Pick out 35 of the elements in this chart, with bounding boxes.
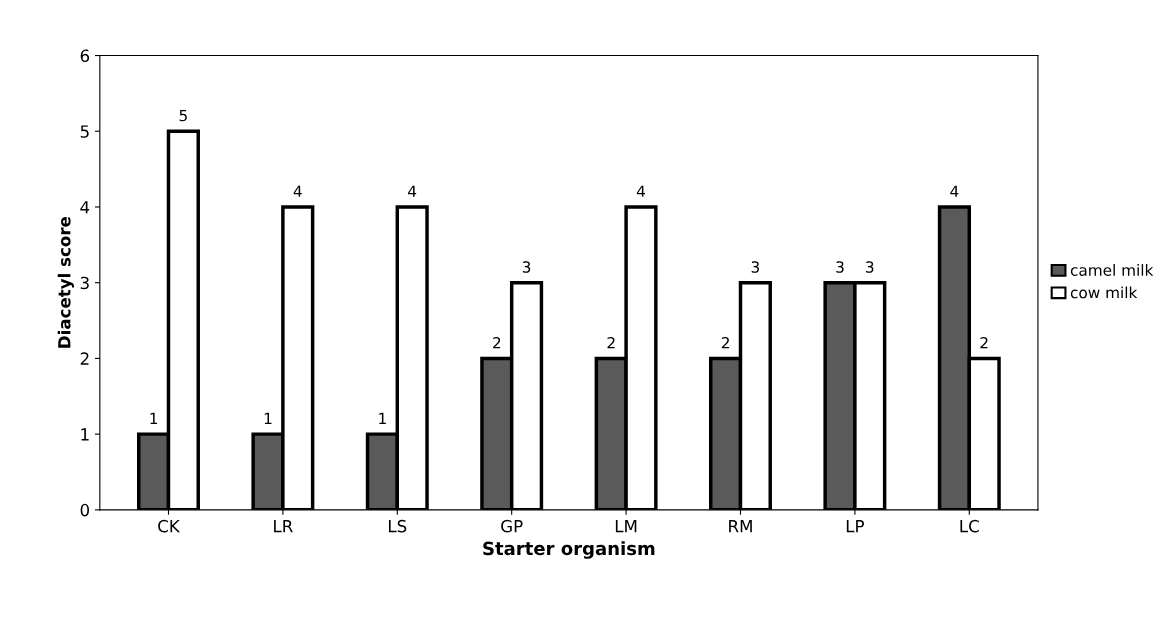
legend-label: cow milk xyxy=(1070,286,1138,299)
data-label: 2 xyxy=(607,336,615,349)
y-tick-label: 5 xyxy=(80,125,89,138)
data-label: 4 xyxy=(950,185,959,197)
y-tick-label: 4 xyxy=(80,201,90,214)
x-axis-title: Starter organism xyxy=(483,541,655,559)
legend-label: camel milk xyxy=(1070,264,1154,276)
y-tick-label: 6 xyxy=(80,49,90,63)
data-label: 2 xyxy=(980,336,988,349)
data-label: 3 xyxy=(522,261,531,273)
x-tick-label: LM xyxy=(615,520,637,533)
data-label: 3 xyxy=(866,261,874,273)
data-label: 1 xyxy=(379,412,386,425)
y-tick-label: 1 xyxy=(81,428,89,441)
data-label: 5 xyxy=(179,109,187,122)
x-tick-label: CK xyxy=(158,519,181,533)
y-tick-label: 0 xyxy=(80,503,90,517)
data-label: 2 xyxy=(493,336,501,349)
y-axis-title: Diacetyl score xyxy=(57,216,74,348)
y-tick-label: 2 xyxy=(80,352,89,365)
data-label: 4 xyxy=(408,185,417,197)
x-tick-label: LC xyxy=(960,519,979,533)
data-label: 3 xyxy=(751,261,759,273)
x-tick-label: LS xyxy=(388,519,407,533)
x-tick-label: RM xyxy=(729,520,752,533)
data-label: 1 xyxy=(264,412,272,425)
data-label: 2 xyxy=(721,336,729,349)
x-tick-label: GP xyxy=(501,519,523,533)
y-tick-label: 3 xyxy=(80,276,89,290)
x-tick-label: LP xyxy=(846,520,864,533)
data-label: 3 xyxy=(836,261,844,273)
data-label: 1 xyxy=(150,412,158,425)
data-label: 4 xyxy=(293,185,302,197)
data-label: 4 xyxy=(636,185,645,197)
x-tick-label: LR xyxy=(274,520,293,533)
